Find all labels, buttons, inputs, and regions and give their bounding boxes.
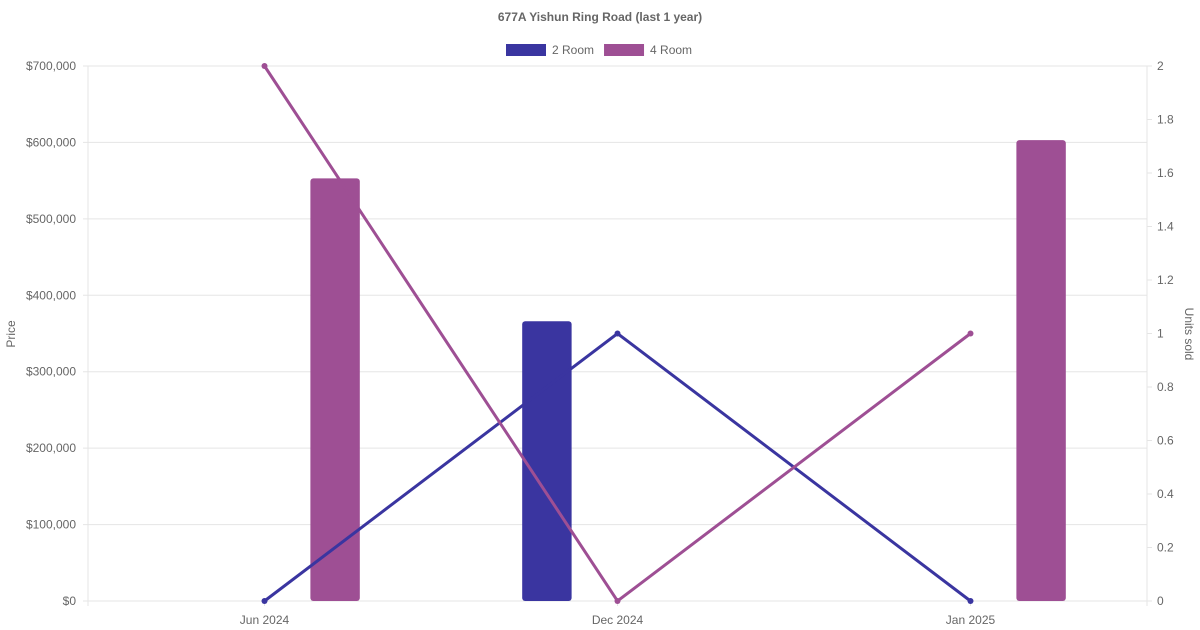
chart-title: 677A Yishun Ring Road (last 1 year) (498, 10, 702, 24)
y-axis-left-ticks: $0 $100,000 $200,000 $300,000 $400,000 $500,0… (26, 59, 76, 608)
x-tick-label: Jan 2025 (946, 613, 996, 627)
y-axis-left-title: Price (4, 320, 18, 348)
line-point (261, 63, 268, 69)
y-left-tick-label: $0 (63, 594, 77, 608)
x-tick-label: Jun 2024 (240, 613, 290, 627)
x-axis-ticks: Jun 2024 Dec 2024 Jan 2025 (240, 613, 996, 627)
y-left-tick-label: $400,000 (26, 288, 76, 302)
bar (522, 321, 572, 601)
series-line (263, 331, 972, 603)
y-left-tick-label: $600,000 (26, 135, 76, 149)
y-left-tick-label: $700,000 (26, 59, 76, 73)
bar (1016, 140, 1066, 601)
y-right-tick-label: 1.2 (1157, 273, 1174, 287)
y-right-tick-label: 0.4 (1157, 487, 1174, 501)
bars (310, 140, 1066, 601)
legend-swatch (604, 44, 645, 56)
y-right-tick-label: 0.8 (1157, 380, 1174, 394)
legend-swatch (506, 44, 546, 56)
y-left-tick-label: $500,000 (26, 212, 76, 226)
y-right-tick-label: 0 (1157, 594, 1164, 608)
y-left-tick-label: $100,000 (26, 518, 76, 532)
y-right-tick-label: 0.6 (1157, 434, 1174, 448)
bar (310, 178, 360, 601)
legend: 2 Room 4 Room (506, 43, 692, 57)
line-point (614, 598, 621, 604)
y-left-tick-label: $200,000 (26, 441, 76, 455)
y-right-tick-label: 1.4 (1157, 220, 1174, 234)
gridlines (83, 65, 1152, 606)
y-right-tick-label: 1.8 (1157, 113, 1174, 127)
y-right-tick-label: 2 (1157, 59, 1164, 73)
line-point (261, 598, 268, 604)
lines (261, 63, 974, 604)
y-right-tick-label: 1 (1157, 327, 1164, 341)
y-right-tick-label: 0.2 (1157, 541, 1174, 555)
y-right-tick-label: 1.6 (1157, 166, 1174, 180)
line-point (967, 330, 974, 337)
y-axis-right-title: Units sold (1182, 308, 1196, 361)
legend-label: 2 Room (552, 43, 594, 57)
line-point (614, 330, 621, 337)
y-left-tick-label: $300,000 (26, 365, 76, 379)
legend-label: 4 Room (650, 43, 692, 57)
line-point (967, 598, 974, 604)
x-tick-label: Dec 2024 (592, 613, 644, 627)
y-axis-right-ticks: 0 0.2 0.4 0.6 0.8 1 1.2 1.4 1.6 1.8 2 (1157, 59, 1174, 608)
